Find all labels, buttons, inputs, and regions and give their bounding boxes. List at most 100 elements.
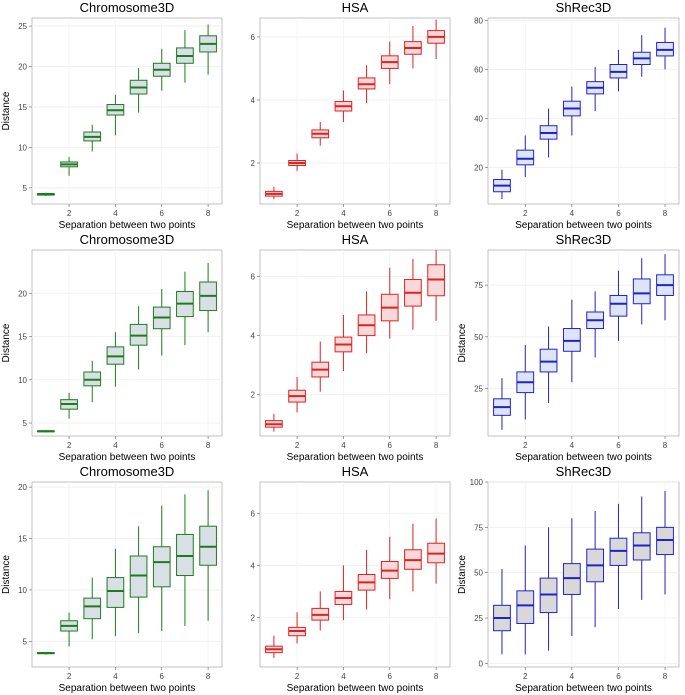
x-tick-label: 2 bbox=[523, 441, 528, 450]
x-tick-label: 8 bbox=[206, 672, 211, 681]
box-1 bbox=[493, 169, 511, 200]
x-tick-label: 6 bbox=[616, 672, 621, 681]
box-2 bbox=[60, 612, 78, 647]
y-tick-label: 15 bbox=[18, 535, 27, 544]
x-axis-label: Separation between two points bbox=[515, 452, 652, 463]
box-iqr bbox=[539, 348, 558, 373]
y-tick-label: 2 bbox=[251, 391, 256, 400]
box-2 bbox=[288, 612, 306, 644]
y-tick-label: 15 bbox=[18, 103, 27, 112]
box-4 bbox=[106, 332, 125, 387]
box-4 bbox=[334, 314, 353, 372]
box-3 bbox=[311, 341, 330, 392]
y-tick-label: 5 bbox=[23, 419, 28, 428]
box-4 bbox=[106, 548, 125, 637]
y-tick-label: 10 bbox=[18, 586, 27, 595]
box-7 bbox=[176, 30, 194, 83]
box-5 bbox=[586, 291, 605, 358]
y-tick-label: 25 bbox=[474, 384, 483, 393]
box-2 bbox=[516, 345, 535, 420]
panel-title: Chromosome3D bbox=[80, 464, 175, 479]
y-axis-label: Distance bbox=[457, 555, 468, 594]
plot-frame bbox=[487, 481, 680, 668]
box-iqr bbox=[632, 278, 651, 305]
y-tick-label: 15 bbox=[18, 333, 27, 342]
box-iqr bbox=[176, 533, 194, 577]
box-6 bbox=[609, 49, 628, 92]
x-tick-label: 6 bbox=[160, 672, 165, 681]
box-8 bbox=[199, 490, 217, 621]
panel-4: Chromosome3D 5 10 15 20 2 4 6 8 Separation betwee… bbox=[1, 232, 223, 463]
y-tick-label: 40 bbox=[474, 114, 483, 123]
panel-title: ShRec3D bbox=[556, 232, 612, 247]
y-tick-label: 20 bbox=[474, 163, 483, 172]
y-tick-label: 80 bbox=[474, 16, 483, 25]
x-tick-label: 8 bbox=[663, 672, 668, 681]
y-tick-label: 6 bbox=[251, 33, 256, 42]
y-tick-label: 60 bbox=[474, 65, 483, 74]
box-iqr bbox=[516, 149, 535, 166]
box-5 bbox=[129, 526, 148, 634]
x-tick-label: 4 bbox=[113, 441, 118, 450]
panel-2: HSA 2 4 6 2 4 6 8 Separation between two points bbox=[251, 0, 451, 231]
box-3 bbox=[539, 527, 558, 651]
box-8 bbox=[656, 491, 674, 595]
box-7 bbox=[176, 494, 194, 626]
box-8 bbox=[427, 19, 445, 59]
box-2 bbox=[288, 376, 306, 413]
box-2 bbox=[516, 135, 535, 178]
box-5 bbox=[357, 549, 376, 610]
box-3 bbox=[311, 122, 330, 146]
y-tick-label: 5 bbox=[23, 184, 28, 193]
box-1 bbox=[265, 186, 283, 200]
box-4 bbox=[562, 299, 581, 383]
box-8 bbox=[427, 518, 445, 584]
box-6 bbox=[152, 505, 171, 632]
box-2 bbox=[516, 545, 535, 655]
y-tick-label: 2 bbox=[251, 613, 256, 622]
x-axis-label: Separation between two points bbox=[287, 683, 424, 694]
x-tick-label: 6 bbox=[616, 441, 621, 450]
y-tick-label: 50 bbox=[474, 333, 483, 342]
x-tick-label: 4 bbox=[570, 441, 575, 450]
x-tick-label: 8 bbox=[663, 209, 668, 218]
box-4 bbox=[562, 518, 581, 637]
panel-3: ShRec3D 20 40 60 80 2 4 6 8 Separation between tw… bbox=[474, 0, 680, 231]
box-5 bbox=[586, 66, 605, 111]
x-tick-label: 8 bbox=[434, 672, 439, 681]
box-4 bbox=[334, 90, 353, 123]
box-1 bbox=[265, 635, 283, 658]
box-2 bbox=[288, 153, 306, 171]
x-axis-label: Separation between two points bbox=[59, 683, 196, 694]
box-5 bbox=[357, 65, 376, 104]
y-tick-label: 20 bbox=[18, 483, 27, 492]
box-7 bbox=[632, 258, 651, 325]
box-7 bbox=[404, 523, 422, 592]
y-tick-label: 0 bbox=[479, 659, 484, 668]
panel-title: ShRec3D bbox=[556, 0, 612, 15]
y-tick-label: 2 bbox=[251, 159, 256, 168]
y-tick-label: 6 bbox=[251, 509, 256, 518]
x-tick-label: 4 bbox=[341, 209, 346, 218]
y-axis-label: Distance bbox=[457, 323, 468, 362]
x-axis-label: Separation between two points bbox=[515, 220, 652, 231]
panel-title: Chromosome3D bbox=[80, 0, 175, 15]
x-tick-label: 6 bbox=[388, 441, 393, 450]
x-tick-label: 6 bbox=[388, 209, 393, 218]
box-3 bbox=[311, 591, 330, 631]
y-tick-label: 20 bbox=[18, 63, 27, 72]
plot-frame bbox=[259, 481, 451, 668]
box-6 bbox=[380, 536, 399, 600]
box-iqr bbox=[129, 555, 148, 598]
x-tick-label: 2 bbox=[67, 441, 72, 450]
x-tick-label: 6 bbox=[160, 441, 165, 450]
y-tick-label: 100 bbox=[470, 478, 484, 487]
y-tick-label: 75 bbox=[474, 523, 483, 532]
x-axis-label: Separation between two points bbox=[287, 220, 424, 231]
x-tick-label: 2 bbox=[523, 672, 528, 681]
x-axis-label: Separation between two points bbox=[515, 683, 652, 694]
box-1 bbox=[37, 429, 55, 433]
box-6 bbox=[609, 503, 628, 609]
panel-title: HSA bbox=[342, 464, 369, 479]
